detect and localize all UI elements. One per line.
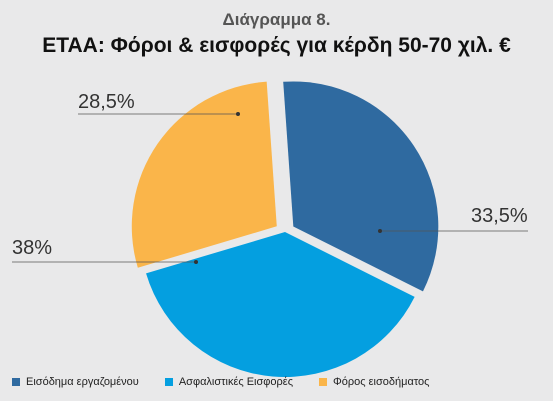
slice-value-label: 38% <box>12 237 52 259</box>
slice-value-label: 28,5% <box>78 91 135 113</box>
legend-item: Φόρος εισοδήματος <box>319 376 429 388</box>
pie-slice <box>131 81 277 268</box>
legend-label: Φόρος εισοδήματος <box>333 376 430 388</box>
pie-slice <box>146 232 415 377</box>
legend-swatch <box>319 378 327 386</box>
chart-legend: Εισόδημα εργαζομένου Ασφαλιστικές Εισφορ… <box>12 376 455 388</box>
legend-item: Εισόδημα εργαζομένου <box>12 376 139 388</box>
legend-label: Εισόδημα εργαζομένου <box>26 376 139 388</box>
leader-dot <box>194 260 198 264</box>
pie-slice <box>283 81 439 292</box>
legend-swatch <box>12 378 20 386</box>
chart-title: ΕΤΑΑ: Φόροι & εισφορές για κέρδη 50-70 χ… <box>42 34 511 57</box>
legend-item: Ασφαλιστικές Εισφορές <box>164 376 293 388</box>
chart-subtitle: Διάγραμμα 8. <box>222 10 331 29</box>
slice-value-label: 33,5% <box>471 205 528 227</box>
legend-label: Ασφαλιστικές Εισφορές <box>178 376 293 388</box>
leader-dot <box>236 112 240 116</box>
legend-swatch <box>164 378 173 386</box>
leader-dot <box>378 229 382 233</box>
